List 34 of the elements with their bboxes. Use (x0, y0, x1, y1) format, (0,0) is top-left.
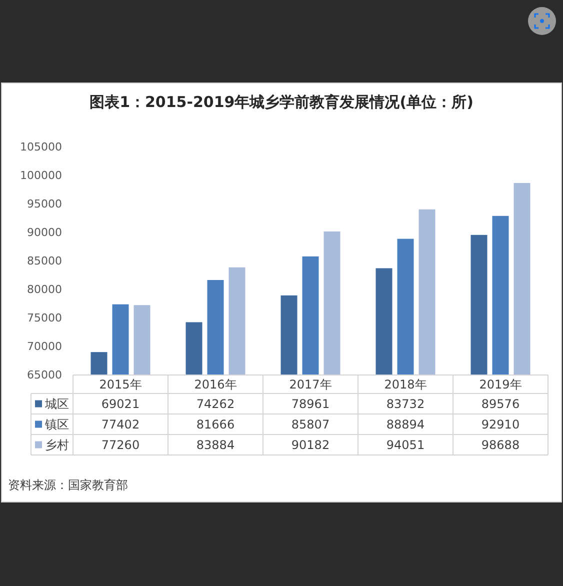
data-label: 88894 (386, 417, 425, 432)
x-tick-label: 2015年 (99, 377, 142, 392)
legend-label: 城区 (44, 396, 69, 411)
x-tick-label: 2018年 (384, 377, 427, 392)
y-tick-label: 65000 (27, 368, 62, 382)
y-tick-label: 105000 (20, 140, 62, 154)
data-label: 98688 (481, 438, 520, 452)
data-label: 77260 (101, 438, 140, 452)
data-label: 90182 (291, 438, 330, 452)
chart-title: 图表1：2015-2019年城乡学前教育发展情况(单位：所) (90, 93, 474, 111)
data-label: 94051 (386, 438, 425, 452)
data-label: 85807 (291, 417, 330, 432)
legend-label: 镇区 (44, 417, 69, 432)
data-label: 77402 (101, 417, 140, 432)
data-label: 92910 (481, 417, 520, 432)
data-label: 69021 (101, 396, 140, 411)
x-tick-label: 2019年 (479, 377, 522, 392)
data-label: 78961 (291, 396, 330, 411)
data-label: 89576 (481, 396, 520, 411)
x-tick-label: 2017年 (289, 377, 332, 392)
text: 资料来源：国家教育部 (8, 478, 128, 492)
x-tick-label: 2016年 (194, 377, 237, 392)
y-tick-label: 70000 (27, 340, 62, 354)
y-tick-label: 95000 (27, 198, 62, 211)
y-tick-label: 100000 (20, 169, 62, 182)
y-tick-label: 80000 (27, 283, 62, 296)
y-tick-label: 85000 (27, 254, 62, 268)
y-tick-label: 75000 (27, 312, 62, 325)
data-label: 83732 (386, 396, 425, 411)
legend-label: 乡村 (45, 438, 69, 452)
y-tick-label: 90000 (27, 226, 62, 240)
data-label: 83884 (196, 438, 235, 452)
data-label: 74262 (196, 396, 235, 411)
data-label: 81666 (196, 417, 235, 432)
